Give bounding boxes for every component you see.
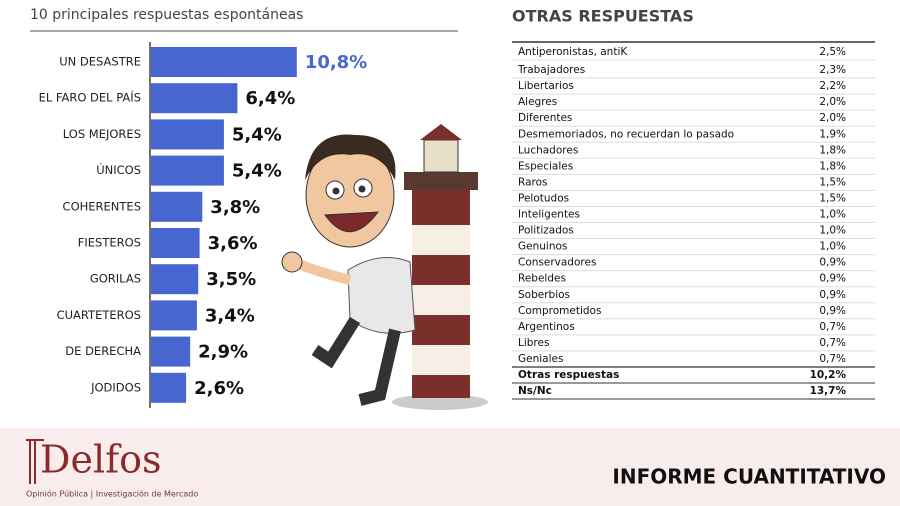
category-label: DE DERECHA	[65, 344, 141, 358]
table-title: OTRAS RESPUESTAS	[512, 7, 694, 26]
table-cell: 1,0%	[819, 209, 846, 221]
table-cell: Luchadores	[518, 144, 578, 156]
table-cell: Libres	[518, 337, 549, 349]
table-cell: Otras respuestas	[518, 369, 619, 381]
table-cell: 10,2%	[810, 369, 847, 381]
bar	[151, 372, 187, 403]
table-cell: Inteligentes	[518, 209, 580, 221]
category-label: EL FARO DEL PAÍS	[39, 90, 141, 105]
value-label: 2,6%	[194, 378, 244, 399]
chart-title: 10 principales respuestas espontáneas	[30, 7, 303, 23]
table-cell: 0,7%	[819, 321, 846, 333]
category-label: FIESTEROS	[78, 236, 141, 250]
table-cell: Genuinos	[518, 241, 567, 253]
table-cell: 0,7%	[819, 337, 846, 349]
table-cell: 1,5%	[819, 176, 846, 188]
table-cell: Ns/Nc	[518, 385, 552, 397]
table-cell: 2,3%	[819, 64, 846, 76]
table-cell: Desmemoriados, no recuerdan lo pasado	[518, 128, 734, 140]
table-cell: Diferentes	[518, 112, 572, 124]
table-cell: 1,0%	[819, 225, 846, 237]
table-cell: Soberbios	[518, 289, 570, 301]
brand: Delfos	[40, 438, 162, 482]
logo-mark	[26, 439, 44, 484]
bar	[151, 47, 297, 77]
bar	[151, 336, 191, 367]
category-label: ÚNICOS	[96, 162, 141, 177]
table-cell: 0,9%	[819, 273, 846, 285]
table-cell: Alegres	[518, 96, 557, 108]
bar	[151, 83, 238, 114]
table-cell: Rebeldes	[518, 273, 566, 285]
table-cell: 1,8%	[819, 160, 846, 172]
bar	[151, 119, 224, 150]
table-cell: 1,9%	[819, 128, 846, 140]
bar	[151, 264, 199, 295]
table-cell: Conservadores	[518, 257, 596, 269]
illustration	[281, 124, 488, 410]
value-label: 3,6%	[208, 233, 258, 254]
table-cell: 1,5%	[819, 192, 846, 204]
table-cell: Comprometidos	[518, 305, 601, 317]
bar	[151, 228, 200, 258]
value-label: 3,5%	[206, 269, 256, 290]
report-label: INFORME CUANTITATIVO	[612, 465, 886, 489]
table-cell: Antiperonistas, antiK	[518, 46, 628, 58]
value-label: 3,4%	[205, 305, 255, 326]
table-cell: Especiales	[518, 160, 573, 172]
value-label: 2,9%	[198, 342, 248, 363]
table-cell: Pelotudos	[518, 192, 569, 204]
footer-band	[0, 428, 900, 506]
value-label: 6,4%	[245, 88, 295, 109]
value-label: 10,8%	[305, 52, 367, 73]
table-cell: 1,8%	[819, 144, 846, 156]
table-cell: Argentinos	[518, 321, 575, 333]
category-label: COHERENTES	[63, 199, 141, 213]
category-label: GORILAS	[90, 272, 141, 286]
value-label: 5,4%	[232, 161, 282, 182]
table-cell: 0,9%	[819, 305, 846, 317]
table-cell: Raros	[518, 176, 547, 188]
bar	[151, 300, 197, 331]
table-cell: Politizados	[518, 225, 574, 237]
category-label: LOS MEJORES	[63, 127, 141, 141]
table-cell: Geniales	[518, 353, 563, 365]
category-label: CUARTETEROS	[57, 308, 141, 322]
table-cell: 0,9%	[819, 257, 846, 269]
table-cell: Trabajadores	[517, 64, 585, 76]
bar	[151, 191, 203, 222]
table-cell: Libertarios	[518, 80, 574, 92]
table-cell: 0,9%	[819, 289, 846, 301]
table-cell: 2,0%	[819, 96, 846, 108]
value-label: 3,8%	[210, 197, 260, 218]
table-cell: 2,0%	[819, 112, 846, 124]
value-label: 5,4%	[232, 124, 282, 145]
tagline: Opinión Pública | Investigación de Merca…	[26, 489, 198, 499]
table-cell: 1,0%	[819, 241, 846, 253]
table-cell: 13,7%	[810, 385, 847, 397]
table-cell: 2,5%	[819, 46, 846, 58]
table-cell: 0,7%	[819, 353, 846, 365]
bar	[151, 155, 224, 186]
category-label: JODIDOS	[90, 380, 141, 394]
category-label: UN DESASTRE	[59, 55, 141, 69]
table-cell: 2,2%	[819, 80, 846, 92]
